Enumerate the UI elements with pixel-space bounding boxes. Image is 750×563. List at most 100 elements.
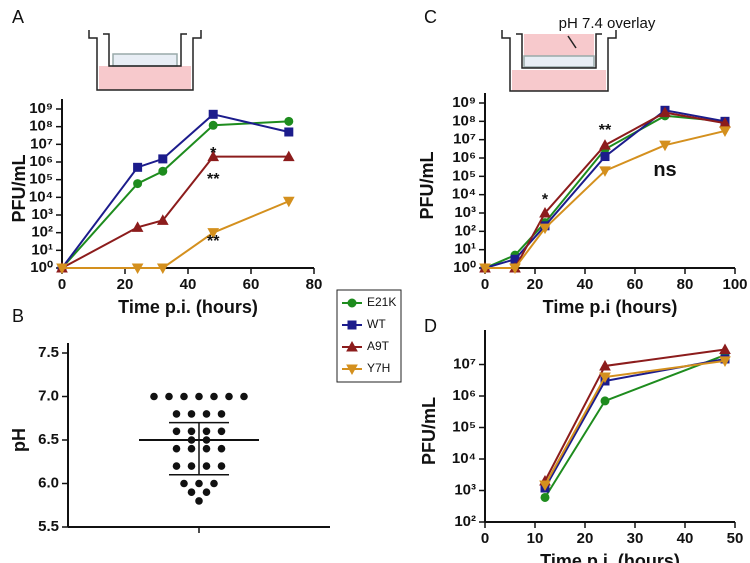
y-tick-label: 10³ [454,481,476,498]
x-tick-label: 0 [481,276,489,293]
x-tick-label: 20 [527,276,544,293]
x-axis-label: Time p.i (hours) [543,297,678,317]
series-line [544,359,726,486]
x-tick-label: 40 [677,530,694,547]
series-line [62,200,290,269]
marker [719,356,731,367]
marker [599,372,611,384]
marker [540,492,550,502]
marker [599,139,611,150]
annotation: ** [207,171,220,188]
y-tick-label: 10³ [31,206,53,223]
transwell-inset-c [501,30,617,92]
x-tick-label: 60 [243,276,260,293]
y-tick-label: 10⁸ [452,112,476,129]
y-tick-label: 10⁶ [452,387,476,404]
dot [172,462,181,470]
y-tick-label: 6.5 [38,431,59,448]
y-tick-label: 10⁵ [29,171,53,188]
dot [217,462,226,470]
series-line [484,114,726,269]
marker [158,166,168,176]
marker [600,396,610,406]
marker [133,162,143,172]
y-tick-label: 10⁴ [452,450,476,467]
marker [719,126,731,137]
dot [187,488,196,497]
marker [539,480,551,491]
marker [156,214,169,225]
marker [208,109,218,119]
marker [599,359,611,371]
marker [659,106,671,118]
marker [284,127,294,137]
marker [539,206,551,218]
legend-marker [347,298,357,308]
marker [719,343,731,354]
marker [479,263,491,275]
y-tick-label: 10⁵ [452,167,476,184]
y-tick-label: 10⁵ [452,418,476,435]
series-line [544,348,726,482]
dot [187,410,196,418]
dot [172,410,181,418]
y-tick-label: 10² [31,224,53,241]
legend-marker [347,320,357,330]
marker [131,263,144,275]
y-tick-label: 10⁷ [453,355,476,372]
inset-label: pH 7.4 overlay [559,15,656,32]
marker [509,263,521,275]
x-tick-label: 60 [627,276,644,293]
dot [210,479,218,488]
panel-label: C [424,7,437,27]
x-tick-label: 20 [577,530,594,547]
y-tick-label: 10⁶ [29,153,53,170]
marker [599,166,611,177]
y-tick-label: 10² [454,513,476,530]
legend-label: E21K [367,295,396,309]
x-tick-label: 0 [481,530,489,547]
dot [225,392,233,401]
dot [195,479,203,488]
dot [217,410,226,418]
marker [539,223,551,235]
dot [172,427,181,436]
dot [202,427,211,436]
x-tick-label: 50 [727,530,744,547]
dot [187,444,196,453]
dot [240,392,248,401]
dot [195,497,203,505]
dot [202,488,211,497]
marker [133,179,143,189]
marker [284,116,294,126]
legend-marker [346,340,358,352]
y-tick-label: 10⁰ [30,259,53,276]
y-tick-label: 7.5 [38,344,59,361]
x-tick-label: 30 [627,530,644,547]
marker [659,140,671,152]
y-tick-label: 10⁹ [29,100,53,117]
marker [56,263,68,275]
series-line [61,155,289,269]
dot [217,444,226,453]
x-axis-label: Time p.i. (hours) [118,297,258,317]
series-line [485,129,726,269]
y-tick-label: 10⁸ [29,118,53,135]
y-tick-label: 10⁴ [29,188,53,205]
x-tick-label: 80 [306,276,323,293]
dot [180,392,188,401]
y-tick-label: 5.5 [38,518,59,535]
panel-label: B [12,306,24,326]
panel-label: D [424,316,437,336]
x-tick-label: 40 [577,276,594,293]
dot [202,462,211,470]
panel-label: A [12,7,24,27]
legend-label: A9T [367,339,390,353]
legend-label: Y7H [367,361,390,375]
y-axis-label: PFU/mL [417,151,437,219]
series-line [544,357,726,489]
series-line [61,120,289,269]
y-axis-label: PFU/mL [419,397,439,465]
